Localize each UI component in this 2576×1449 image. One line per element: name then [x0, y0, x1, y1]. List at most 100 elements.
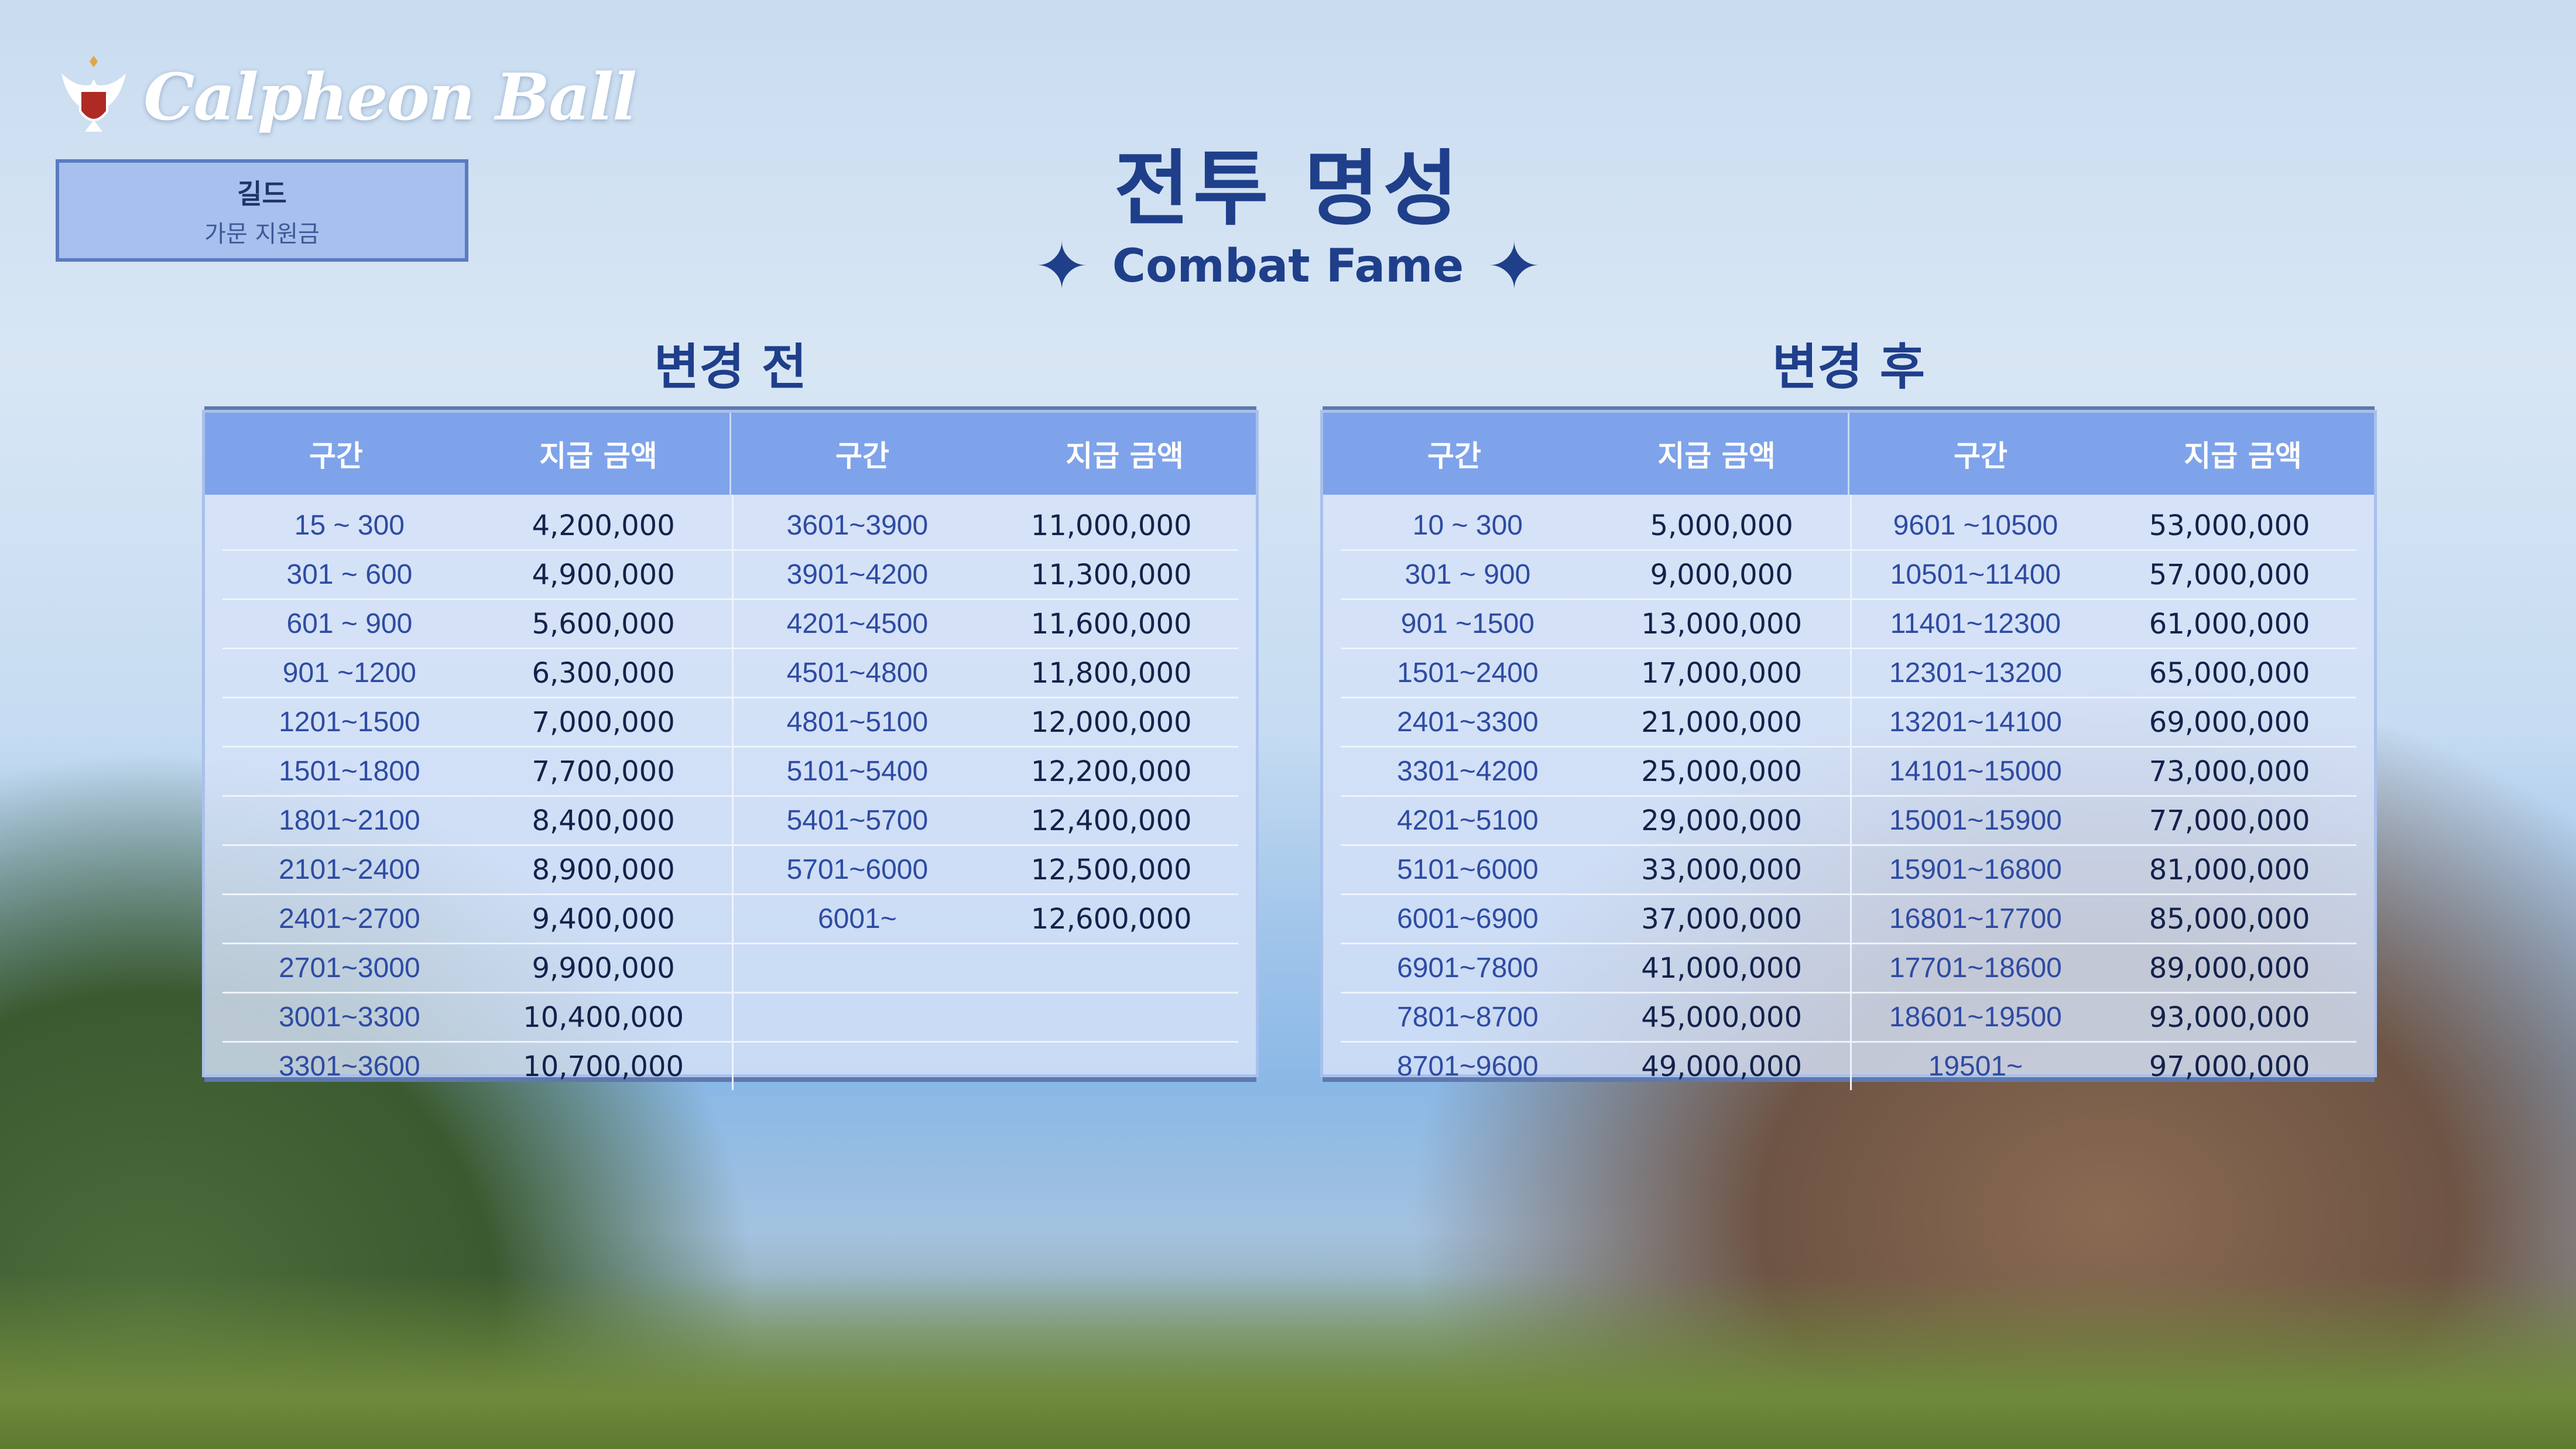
- range-cell: 1501~1800: [279, 756, 420, 787]
- logo-text: Calpheon Ball: [143, 59, 637, 135]
- range-cell: [731, 994, 985, 1041]
- amount-cell: [984, 944, 1238, 992]
- before-change-table: 구간 지급 금액 구간 지급 금액 15 ~ 300 4,200,000 3601~3…: [202, 410, 1259, 1090]
- table-row: 7801~8700 45,000,000 18601~19500 93,000,…: [1341, 994, 2356, 1043]
- range-cell: 10 ~ 300: [1412, 510, 1523, 541]
- category-badge: 길드 가문 지원금: [56, 159, 468, 262]
- amount-cell: 29,000,000: [1641, 804, 1803, 837]
- amount-cell: 12,200,000: [1030, 755, 1192, 788]
- table-row: 1501~2400 17,000,000 12301~13200 65,000,…: [1341, 649, 2356, 698]
- amount-cell: 45,000,000: [1641, 1001, 1803, 1034]
- after-change-table: 구간 지급 금액 구간 지급 금액 10 ~ 300 5,000,000 9601 ~…: [1320, 410, 2377, 1090]
- range-cell: 3001~3300: [279, 1002, 420, 1033]
- amount-cell: 9,900,000: [532, 951, 675, 985]
- amount-cell: 93,000,000: [2149, 1001, 2310, 1034]
- table-row: 301 ~ 900 9,000,000 10501~11400 57,000,0…: [1341, 551, 2356, 600]
- amount-cell: 12,000,000: [1030, 705, 1192, 739]
- amount-cell: 65,000,000: [2149, 656, 2310, 690]
- table-row: 901 ~1200 6,300,000 4501~4800 11,800,000: [222, 649, 1238, 698]
- range-cell: 601 ~ 900: [286, 608, 413, 639]
- column-divider: [732, 495, 734, 1090]
- amount-cell: 11,600,000: [1030, 607, 1192, 640]
- range-cell: 301 ~ 600: [286, 559, 413, 590]
- table-row: 6901~7800 41,000,000 17701~18600 89,000,…: [1341, 944, 2356, 994]
- column-header: 지급 금액: [1657, 439, 1776, 473]
- amount-cell: 12,500,000: [1030, 853, 1192, 886]
- badge-subtitle: 가문 지원금: [204, 220, 320, 248]
- amount-cell: 11,000,000: [1030, 509, 1192, 542]
- table-row: 4201~5100 29,000,000 15001~15900 77,000,…: [1341, 797, 2356, 846]
- table-row: 3301~3600 10,700,000: [222, 1043, 1238, 1090]
- calpheon-ball-logo: Calpheon Ball: [56, 56, 637, 138]
- table-row: 6001~6900 37,000,000 16801~17700 85,000,…: [1341, 895, 2356, 944]
- column-header: 구간: [1427, 439, 1481, 473]
- table-row: 2401~3300 21,000,000 13201~14100 69,000,…: [1341, 698, 2356, 748]
- amount-cell: 5,000,000: [1650, 509, 1793, 542]
- table-row: 10 ~ 300 5,000,000 9601 ~10500 53,000,00…: [1341, 502, 2356, 551]
- amount-cell: 6,300,000: [532, 656, 675, 690]
- table-header: 구간 지급 금액 구간 지급 금액: [205, 413, 1256, 495]
- amount-cell: 8,400,000: [532, 804, 675, 837]
- amount-cell: 61,000,000: [2149, 607, 2310, 640]
- range-cell: 5401~5700: [786, 805, 929, 836]
- range-cell: 4201~4500: [786, 608, 929, 639]
- range-cell: 3301~4200: [1397, 756, 1539, 787]
- amount-cell: 53,000,000: [2149, 509, 2310, 542]
- range-cell: 2401~3300: [1397, 707, 1539, 738]
- range-cell: 301 ~ 900: [1405, 559, 1531, 590]
- amount-cell: 37,000,000: [1641, 902, 1803, 936]
- amount-cell: 12,600,000: [1030, 902, 1192, 936]
- column-header: 구간: [309, 439, 363, 473]
- range-cell: 17701~18600: [1889, 953, 2062, 984]
- table-row: 2701~3000 9,900,000: [222, 944, 1238, 994]
- badge-title: 길드: [237, 177, 287, 210]
- amount-cell: 7,700,000: [532, 755, 675, 788]
- column-divider: [729, 413, 731, 495]
- range-cell: 2401~2700: [279, 903, 420, 934]
- amount-cell: 21,000,000: [1641, 705, 1803, 739]
- page-title: 전투 명성: [1114, 142, 1462, 237]
- amount-cell: 4,200,000: [532, 509, 675, 542]
- table-row: 901 ~1500 13,000,000 11401~12300 61,000,…: [1341, 600, 2356, 649]
- range-cell: 5101~6000: [1397, 854, 1539, 885]
- table-row: 5101~6000 33,000,000 15901~16800 81,000,…: [1341, 846, 2356, 895]
- column-header: 구간: [1954, 439, 2008, 473]
- table-row: 1501~1800 7,700,000 5101~5400 12,200,000: [222, 748, 1238, 797]
- amount-cell: 7,000,000: [532, 705, 675, 739]
- table-row: 1801~2100 8,400,000 5401~5700 12,400,000: [222, 797, 1238, 846]
- amount-cell: 49,000,000: [1641, 1050, 1803, 1083]
- range-cell: 18601~19500: [1889, 1002, 2062, 1033]
- amount-cell: 5,600,000: [532, 607, 675, 640]
- amount-cell: 10,400,000: [523, 1001, 684, 1034]
- amount-cell: 33,000,000: [1641, 853, 1803, 886]
- amount-cell: 97,000,000: [2149, 1050, 2310, 1083]
- range-cell: 2101~2400: [279, 854, 420, 885]
- amount-cell: 9,000,000: [1650, 558, 1793, 591]
- range-cell: 5701~6000: [786, 854, 929, 885]
- section-label: 변경 후: [1772, 338, 1926, 396]
- range-cell: [731, 1043, 985, 1090]
- range-cell: 9601 ~10500: [1893, 510, 2058, 541]
- amount-cell: [984, 994, 1238, 1041]
- range-cell: 4201~5100: [1397, 805, 1539, 836]
- column-header: 구간: [835, 439, 889, 473]
- amount-cell: 73,000,000: [2149, 755, 2310, 788]
- table-row: 1201~1500 7,000,000 4801~5100 12,000,000: [222, 698, 1238, 748]
- column-divider: [1848, 413, 1849, 495]
- table-row: 8701~9600 49,000,000 19501~ 97,000,000: [1341, 1043, 2356, 1090]
- amount-cell: 41,000,000: [1641, 951, 1803, 985]
- range-cell: 14101~15000: [1889, 756, 2062, 787]
- range-cell: 6901~7800: [1397, 953, 1539, 984]
- range-cell: 12301~13200: [1889, 657, 2062, 688]
- page-subtitle: ✦ Combat Fame ✦: [0, 234, 2576, 299]
- range-cell: 15001~15900: [1889, 805, 2062, 836]
- amount-cell: 85,000,000: [2149, 902, 2310, 936]
- amount-cell: 89,000,000: [2149, 951, 2310, 985]
- table-row: 301 ~ 600 4,900,000 3901~4200 11,300,000: [222, 551, 1238, 600]
- range-cell: 7801~8700: [1397, 1002, 1539, 1033]
- range-cell: 4801~5100: [786, 707, 929, 738]
- range-cell: 15 ~ 300: [294, 510, 405, 541]
- section-label: 변경 전: [653, 338, 807, 396]
- range-cell: 1501~2400: [1397, 657, 1539, 688]
- range-cell: 3901~4200: [786, 559, 929, 590]
